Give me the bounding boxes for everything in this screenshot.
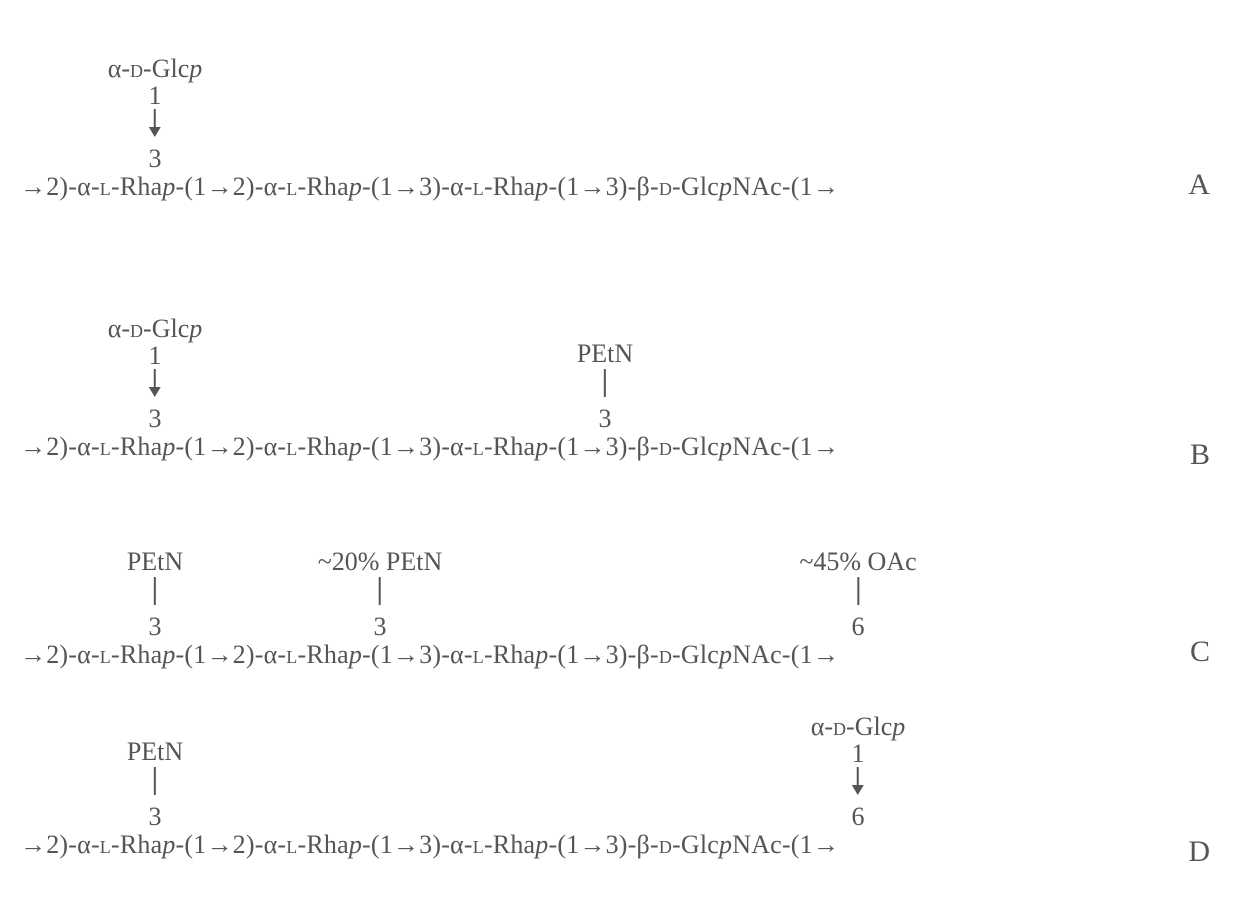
- structure-A: α-d-Glcp1 3→2)-α-l-Rhap-(1→2)-α-l-Rhap-(1…: [20, 10, 1200, 212]
- structure-B: α-d-Glcp1 3 PEtN 3→2)-α-l-Rhap-(1→2)-α-l-Rh…: [20, 270, 1200, 472]
- branch-rhap1: α-d-Glcp1 3: [108, 315, 202, 432]
- branch-bottom-num: 6: [811, 803, 905, 830]
- structure-C: PEtN 3 ~20% PEtN 3 ~45% OAc 6→2)-α-l-Rhap-(1→…: [20, 510, 1200, 680]
- backbone-chain: →2)-α-l-Rhap-(1→2)-α-l-Rhap-(1→3)-α-l-Rh…: [20, 830, 839, 860]
- structure-D: PEtN 3 α-d-Glcp1 6→2)-α-l-Rhap-(1→2)-α-l-Rh…: [20, 700, 1200, 870]
- branch-rhap1: PEtN 3: [127, 548, 183, 640]
- branch-bottom-num: 6: [799, 613, 916, 640]
- branch-rhap3: PEtN 3: [577, 340, 633, 432]
- branch-top-num: 1: [108, 82, 202, 109]
- branch-top-num: 1: [811, 740, 905, 767]
- branch-bottom-num: 3: [127, 803, 183, 830]
- branch-top-label: α-d-Glcp: [108, 54, 202, 83]
- branch-top-num: 1: [108, 342, 202, 369]
- branch-top-label: ~45% OAc: [799, 547, 916, 576]
- branch-top-label: α-d-Glcp: [811, 712, 905, 741]
- branch-top-label: ~20% PEtN: [318, 547, 443, 576]
- branch-rhap1: PEtN 3: [127, 738, 183, 830]
- branch-bottom-num: 3: [108, 405, 202, 432]
- arrow-down-icon: [149, 109, 161, 139]
- structure-label-D: D: [1188, 835, 1210, 869]
- branch-rhap1: α-d-Glcp1 3: [108, 55, 202, 172]
- branch-bottom-num: 3: [318, 613, 443, 640]
- branch-top-label: α-d-Glcp: [108, 314, 202, 343]
- backbone-chain: →2)-α-l-Rhap-(1→2)-α-l-Rhap-(1→3)-α-l-Rh…: [20, 172, 839, 202]
- branch-top-label: PEtN: [127, 737, 183, 766]
- structure-label-C: C: [1190, 635, 1210, 669]
- backbone-chain: →2)-α-l-Rhap-(1→2)-α-l-Rhap-(1→3)-α-l-Rh…: [20, 432, 839, 462]
- vertical-bar-icon: [857, 577, 859, 605]
- structure-label-B: B: [1190, 438, 1210, 472]
- structure-label-A: A: [1188, 168, 1210, 202]
- vertical-bar-icon: [379, 577, 381, 605]
- branch-bottom-num: 3: [127, 613, 183, 640]
- branch-bottom-num: 3: [108, 145, 202, 172]
- vertical-bar-icon: [154, 767, 156, 795]
- branch-top-label: PEtN: [577, 339, 633, 368]
- arrow-down-icon: [149, 369, 161, 399]
- branch-glcpnac: α-d-Glcp1 6: [811, 713, 905, 830]
- branch-bottom-num: 3: [577, 405, 633, 432]
- arrow-down-icon: [852, 767, 864, 797]
- backbone-chain: →2)-α-l-Rhap-(1→2)-α-l-Rhap-(1→3)-α-l-Rh…: [20, 640, 839, 670]
- branch-top-label: PEtN: [127, 547, 183, 576]
- branch-rhap2: ~20% PEtN 3: [318, 548, 443, 640]
- vertical-bar-icon: [604, 369, 606, 397]
- vertical-bar-icon: [154, 577, 156, 605]
- branch-glcpnac: ~45% OAc 6: [799, 548, 916, 640]
